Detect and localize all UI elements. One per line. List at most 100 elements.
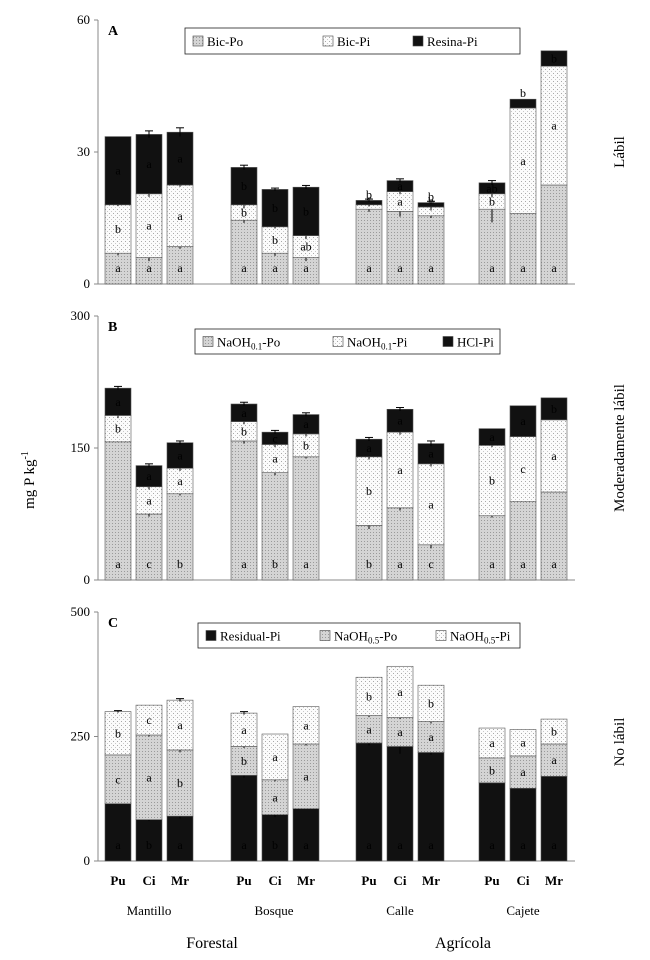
bar-segment [230, 775, 258, 862]
segment-letter: a [272, 261, 278, 275]
segment-letter: b [272, 557, 278, 571]
x-group-label: Bosque [255, 903, 294, 918]
legend-label-post: -Pi [495, 629, 511, 644]
bar-segment [540, 65, 568, 186]
panel-a: 03060ALábilabaaaaaaaabbabbaabbacbaaaabba… [77, 12, 628, 291]
segment-letter: b [428, 190, 434, 204]
segment-letter: b [428, 696, 434, 710]
bar-segment [417, 463, 445, 546]
bar-segment [540, 184, 568, 285]
bar-segment [355, 208, 383, 285]
bar-segment [261, 444, 289, 473]
segment-letter: a [489, 261, 495, 275]
segment-letter: a [241, 723, 247, 737]
bar-segment [417, 684, 445, 722]
segment-letter: a [397, 685, 403, 699]
segment-letter: b [241, 179, 247, 193]
bar-segment [417, 752, 445, 862]
segment-letter: a [397, 557, 403, 571]
panel-id-label: C [108, 616, 118, 631]
bar-segment [261, 472, 289, 581]
y-axis-label-sup: -1 [20, 451, 31, 459]
bar-segment [509, 729, 537, 757]
legend-label-main: NaOH [347, 335, 381, 350]
segment-letter: b [489, 763, 495, 777]
segment-letter: a [428, 838, 434, 852]
segment-letter: a [303, 718, 309, 732]
panel-id-label: B [108, 320, 117, 335]
segment-letter: b [115, 222, 121, 236]
bar-segment [230, 167, 258, 206]
segment-letter: a [551, 557, 557, 571]
legend-swatch [442, 336, 454, 347]
bar-segment [509, 98, 537, 109]
segment-letter: a [551, 261, 557, 275]
segment-letter: b [489, 195, 495, 209]
x-group-label: Mantillo [127, 903, 172, 918]
bar-segment [355, 715, 383, 744]
bar-segment [104, 252, 132, 285]
segment-letter: a [397, 725, 403, 739]
segment-letter: b [366, 557, 372, 571]
side-label: Moderadamente lábil [612, 384, 628, 512]
segment-letter: c [146, 557, 151, 571]
bar-segment [417, 544, 445, 581]
segment-letter: a [272, 790, 278, 804]
x-group-label: Cajete [506, 903, 539, 918]
segment-letter: a [520, 765, 526, 779]
legend-swatch [332, 336, 344, 347]
y-tick-label: 0 [84, 276, 91, 291]
bar-segment [230, 219, 258, 285]
segment-letter: a [241, 838, 247, 852]
segment-letter: b [551, 402, 557, 416]
bar-segment [292, 456, 320, 581]
x-category-label: Ci [269, 873, 282, 888]
x-axis-groups: Mantillo Bosque Calle Cajete [127, 903, 540, 918]
bar-segment [261, 779, 289, 815]
segment-letter: c [520, 462, 525, 476]
legend-box [197, 622, 521, 649]
panel-id-label: A [108, 24, 119, 39]
bar-segment [540, 50, 568, 67]
segment-letter: a [272, 750, 278, 764]
segment-letter: b [551, 52, 557, 66]
segment-letter: a [241, 557, 247, 571]
side-label: No lábil [612, 718, 628, 767]
segment-letter: a [115, 261, 121, 275]
x-category-label: Mr [171, 873, 189, 888]
legend-label-sub: 0.1 [381, 342, 392, 352]
segment-letter: a [428, 497, 434, 511]
bar-segment [509, 107, 537, 214]
bar-segment [540, 419, 568, 493]
segment-letter: b [146, 838, 152, 852]
legend-label-main: HCl-Pi [457, 335, 494, 350]
y-tick-label: 250 [71, 729, 91, 744]
x-supergroup-label: Forestal [186, 935, 238, 952]
legend-label: HCl-Pi [457, 335, 494, 350]
bar-segment [261, 226, 289, 254]
segment-letter: a [272, 452, 278, 466]
bar-segment [386, 746, 414, 862]
bar-segment [417, 721, 445, 753]
segment-letter: b [520, 86, 526, 100]
bar-segment [261, 252, 289, 285]
bar-segment [386, 431, 414, 509]
bar-segment [540, 397, 568, 421]
segment-letter: a [520, 154, 526, 168]
y-tick-label: 60 [77, 12, 90, 27]
segment-letter: b [177, 557, 183, 571]
legend-swatch [435, 630, 447, 641]
bar-segment [355, 456, 383, 526]
bar-segment [292, 706, 320, 745]
legend-label-sub: 0.1 [251, 342, 262, 352]
bar-segment [104, 803, 132, 862]
segment-letter: a [303, 557, 309, 571]
segment-letter: a [397, 463, 403, 477]
legend-label: NaOH0.5-Po [334, 629, 397, 646]
segment-letter: b [366, 484, 372, 498]
bar-segment [166, 815, 194, 862]
legend-swatch [205, 630, 217, 641]
bar-segment [104, 711, 132, 756]
